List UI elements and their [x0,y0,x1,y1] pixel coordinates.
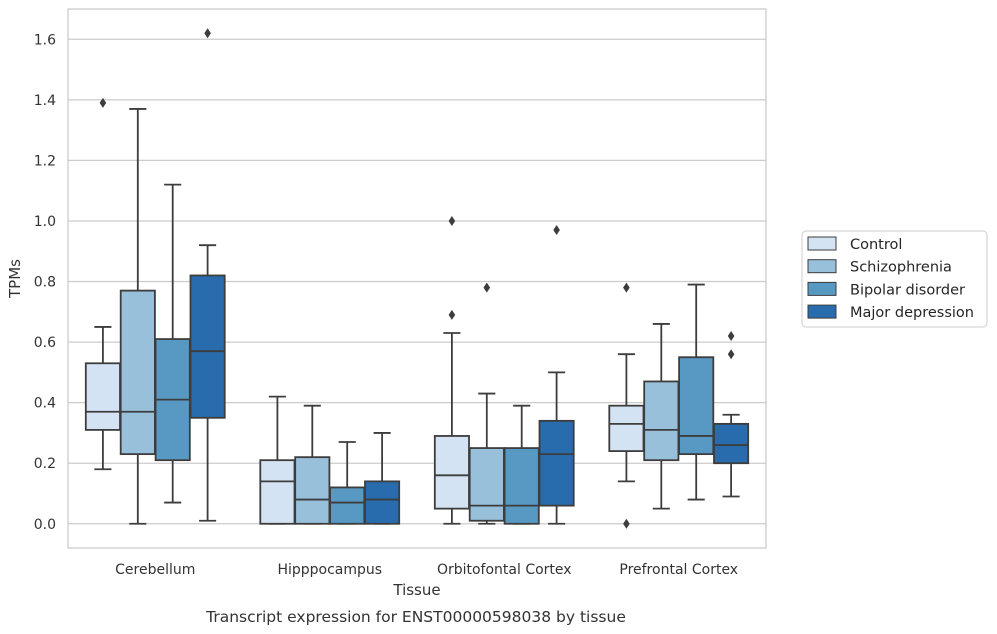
legend-label: Bipolar disorder [850,282,965,298]
outlier-point [727,331,735,342]
y-tick-label: 0.8 [34,275,56,291]
box-major-depression [713,331,750,498]
y-tick-label: 1.6 [34,32,56,48]
outlier-point [553,225,560,236]
box-control [84,97,121,471]
box-major-depression [189,28,226,522]
box [678,356,715,456]
x-tick-label: Hipppocampus [277,562,382,578]
box [433,435,470,510]
x-axis-label: Tissue [392,581,440,599]
y-axis-ticks: 0.0 0.2 0.4 0.6 0.8 1.0 1.2 1.4 1.6 [34,32,56,532]
box [608,404,645,453]
box [119,289,156,456]
x-tick-label: Orbitofontal Cortex [437,562,572,578]
box [538,419,575,507]
box-schizophrenia [294,404,331,525]
y-tick-label: 0.4 [34,396,56,412]
outlier-point [623,282,630,293]
chart-caption: Transcript expression for ENST0000059803… [205,608,626,626]
outlier-point [483,282,491,293]
y-tick-label: 0.6 [34,335,56,351]
box-bipolar-disorder [503,404,540,525]
box [468,447,505,522]
y-tick-label: 1.0 [34,214,56,230]
box-groups [84,28,750,529]
box [189,274,226,419]
x-tick-label: Cerebellum [115,562,195,578]
legend-swatch [807,304,837,319]
legend-label: Schizophrenia [850,260,952,276]
legend-swatch [807,259,837,274]
box [503,447,540,525]
box-control [608,282,645,529]
legend-label: Major depression [850,305,974,321]
box [643,380,680,462]
box [364,480,401,525]
legend-label: Control [850,237,902,253]
outlier-point [99,97,107,108]
y-tick-label: 0.0 [34,517,56,533]
outlier-point [204,28,211,39]
box [329,486,366,525]
box-schizophrenia [468,282,505,525]
box-control [259,395,296,525]
box [713,422,750,465]
box-bipolar-disorder [678,283,715,501]
y-tick-label: 1.4 [34,93,56,109]
legend-frame [801,230,988,328]
legend-swatch [807,281,837,296]
box-major-depression [364,432,401,525]
box-schizophrenia [643,323,680,510]
outlier-point [623,518,630,529]
x-tick-label: Prefrontal Cortex [619,562,738,578]
box [259,459,296,525]
outlier-point [727,349,735,360]
y-axis-label: TPMs [6,259,24,299]
box-schizophrenia [119,108,156,525]
outlier-point [448,215,456,226]
box-bipolar-disorder [154,183,191,504]
box [294,456,331,525]
x-axis-ticks: Cerebellum Hipppocampus Orbitofontal Corte… [115,562,738,578]
y-tick-label: 0.2 [34,456,56,472]
legend-swatch [807,236,837,251]
box-bipolar-disorder [329,441,366,525]
box-control [433,215,470,525]
box-major-depression [538,225,575,525]
y-tick-label: 1.2 [34,153,56,169]
outlier-point [448,309,456,320]
box [84,362,121,431]
legend: Control Schizophrenia Bipolar disorder Majo… [801,230,988,328]
plot-area [67,8,767,549]
